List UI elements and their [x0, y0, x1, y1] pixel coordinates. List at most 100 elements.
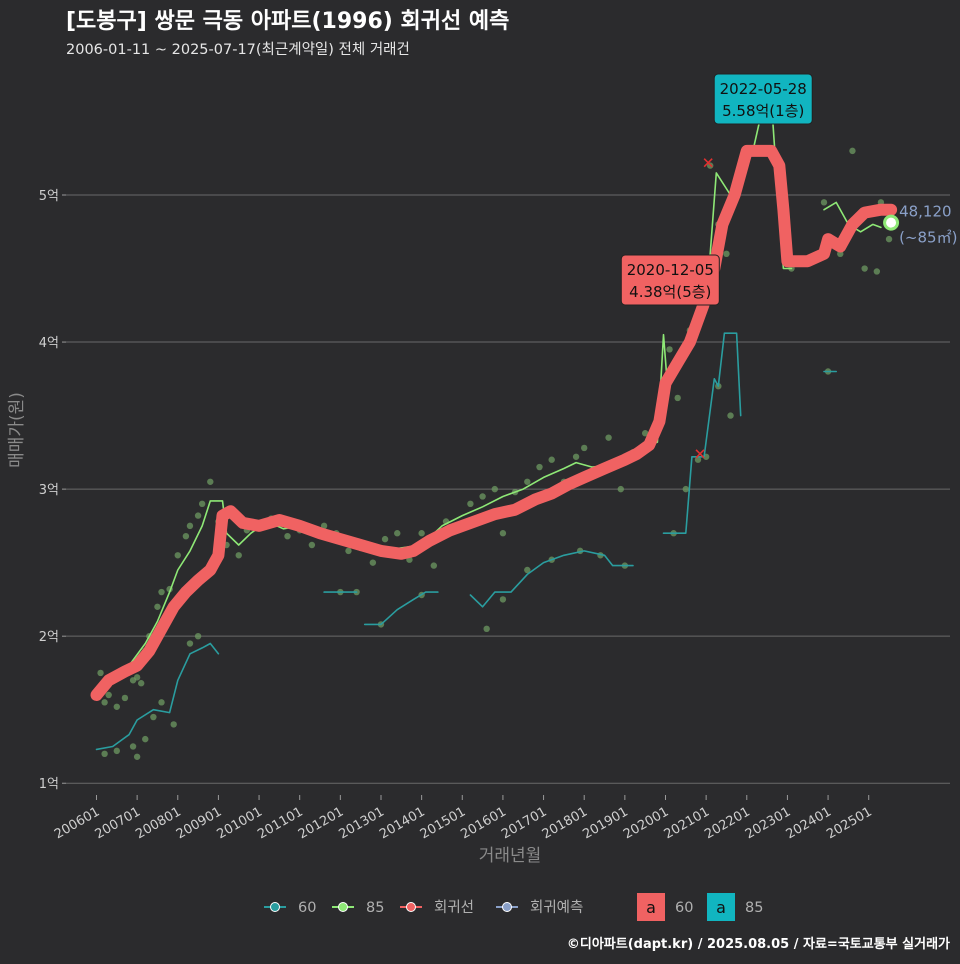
scatter-point-2 — [105, 691, 112, 699]
scatter-point-18 — [207, 478, 214, 485]
scatter-point-3 — [113, 703, 121, 710]
scatter-point-13 — [174, 552, 181, 559]
annotation-date-1: 2020-12-05 — [627, 261, 714, 279]
scatter-point-52 — [605, 434, 612, 441]
annotation-box-1 — [620, 254, 720, 306]
legend-box-glyph-0: a — [646, 898, 656, 917]
scatter-point-11 — [158, 588, 165, 596]
legend-label-85: 85 — [366, 900, 384, 916]
y-tick-label-1: 2억 — [39, 630, 59, 645]
x-axis-label: 거래년월 — [479, 846, 542, 866]
scatter-point-33 — [381, 535, 389, 543]
scatter-point-69 — [849, 147, 856, 155]
scatter-point-63 — [723, 250, 730, 258]
scatter-point-67 — [820, 199, 828, 206]
scatter-point-88 — [483, 625, 490, 633]
legend-box-label-1: 85 — [745, 900, 763, 916]
y-tick-label-2: 3억 — [39, 483, 59, 498]
annotation-box-0 — [713, 73, 813, 125]
scatter-point-78 — [142, 735, 149, 743]
legend-item-85: 85 — [332, 900, 384, 916]
series-line-60c — [363, 591, 439, 626]
scatter-point-96 — [682, 485, 690, 493]
scatter-point-4 — [121, 694, 129, 702]
scatter-point-79 — [150, 713, 157, 721]
scatter-point-74 — [101, 750, 108, 758]
scatter-point-25 — [284, 532, 291, 540]
scatter-point-83 — [194, 632, 202, 640]
scatter-point-36 — [418, 530, 425, 537]
annotation-1: 2020-12-05 4.38억(5층) — [620, 254, 720, 306]
scatter-point-55 — [641, 430, 649, 437]
scatter-point-16 — [194, 512, 202, 519]
scatter-point-37 — [430, 562, 438, 569]
scatter-point-28 — [320, 522, 328, 530]
legend-dot-forecast — [502, 902, 512, 912]
scatter-point-80 — [158, 699, 165, 706]
scatter-point-53 — [617, 485, 624, 493]
series-line-60d — [469, 550, 634, 608]
annotations: 2022-05-28 5.58억(1층) 2020-12-05 4.38억(5층) 48… — [620, 73, 957, 306]
scatter-point-21 — [235, 552, 242, 559]
legend-label-60: 60 — [298, 900, 316, 916]
cross-marker-1 — [695, 449, 705, 459]
scatter-point-47 — [548, 456, 555, 463]
scatter-point-10 — [154, 603, 161, 610]
series-lines — [90, 108, 898, 751]
annotation-price-0: 5.58억(1층) — [722, 102, 804, 120]
scatter-point-15 — [186, 522, 194, 530]
y-tick-label-3: 4억 — [39, 336, 59, 351]
scatter-point-49 — [572, 453, 580, 460]
grid — [66, 194, 950, 784]
scatter-point-42 — [491, 485, 498, 493]
scatter-point-6 — [133, 674, 141, 681]
scatter-point-1 — [101, 699, 108, 706]
legend-item-forecast: 회귀예측 — [496, 899, 583, 916]
annotation-date-0: 2022-05-28 — [720, 80, 807, 98]
legend-dot-regression — [406, 902, 416, 912]
forecast-area: (~85㎡) — [899, 229, 957, 247]
forecast-point — [883, 214, 900, 231]
series-line-60 — [95, 642, 220, 751]
chart-subtitle: 2006-01-11 ~ 2025-07-17(최근계약일) 전체 거래건 — [66, 41, 410, 58]
legend-dot-60 — [270, 902, 280, 912]
series-line-60e — [662, 332, 742, 534]
scatter-point-100 — [727, 412, 734, 419]
scatter-point-45 — [524, 478, 531, 485]
scatter-point-14 — [182, 532, 190, 540]
markers — [695, 158, 713, 459]
series-line-regression — [90, 144, 898, 701]
scatter-point-34 — [394, 530, 401, 537]
cross-marker-0 — [703, 158, 713, 168]
legend-label-forecast: 회귀예측 — [530, 899, 583, 916]
legend-label-regression: 회귀선 — [434, 899, 474, 916]
scatter-point-71 — [873, 268, 881, 275]
scatter-point-90 — [524, 566, 531, 574]
scatter-point-81 — [170, 721, 177, 728]
legend: 60 85 회귀선 회귀예측 a 60 a 85 — [264, 893, 763, 921]
scatter-point-46 — [536, 463, 543, 471]
legend-item-60: 60 — [264, 900, 316, 916]
scatter-point-58 — [674, 394, 681, 402]
scatter-point-43 — [499, 530, 507, 537]
scatter-point-82 — [186, 640, 194, 647]
series-line-85 — [95, 108, 793, 693]
scatter-point-50 — [581, 444, 588, 452]
scatter-point-70 — [861, 265, 868, 272]
y-tick-label-0: 1억 — [39, 777, 59, 792]
scatter-point-17 — [198, 500, 206, 508]
scatter-point-7 — [137, 680, 145, 687]
y-axis: 1억 2억 3억 4억 5억 — [39, 189, 66, 792]
legend-dot-85 — [338, 902, 348, 912]
caption: ©디아파트(dapt.kr) / 2025.08.05 / 자료=국토교통부 실… — [567, 936, 950, 952]
legend-box-glyph-1: a — [716, 898, 726, 917]
y-tick-label-4: 5억 — [39, 189, 59, 204]
scatter-point-89 — [499, 596, 507, 603]
scatter-point-0 — [97, 669, 104, 677]
legend-box-0 — [637, 893, 665, 921]
scatter-point-41 — [479, 493, 486, 500]
scatter-point-57 — [666, 346, 673, 353]
annotation-0: 2022-05-28 5.58억(1층) — [713, 73, 813, 125]
